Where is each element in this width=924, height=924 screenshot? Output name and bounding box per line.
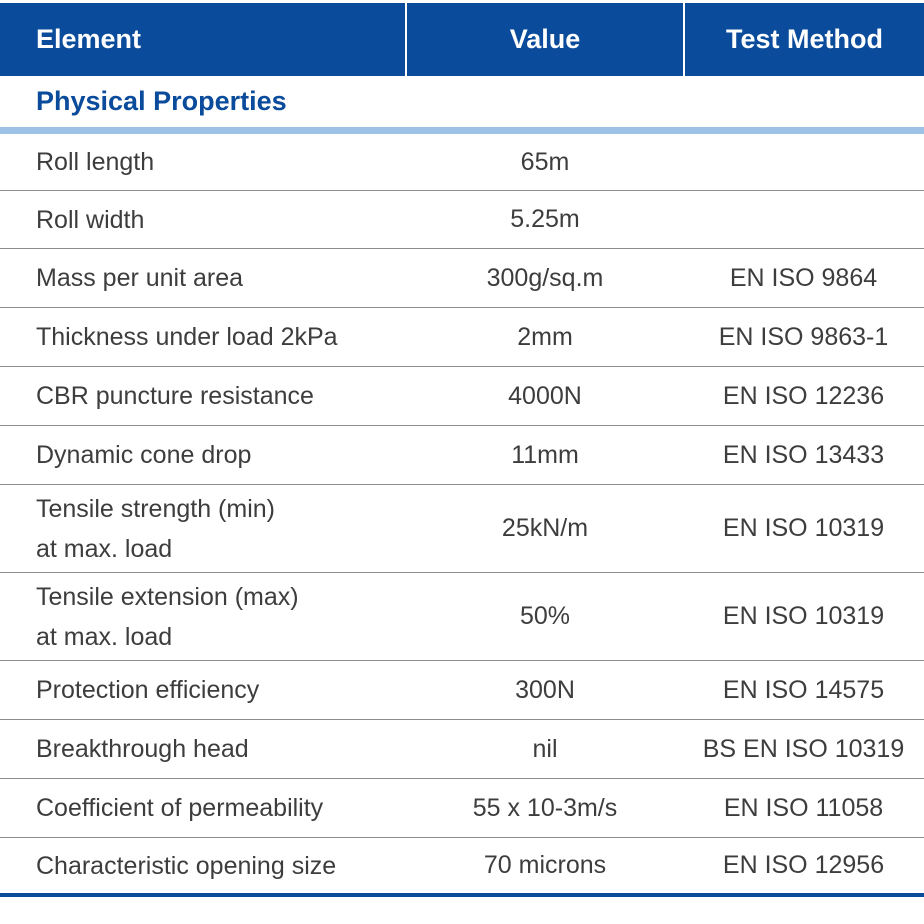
test-method-cell: BS EN ISO 10319 <box>702 734 905 763</box>
header-test-method: Test Method <box>726 24 883 54</box>
test-method-cell: EN ISO 12236 <box>722 381 885 410</box>
table-row: Breakthrough head nil BS EN ISO 10319 <box>0 720 924 779</box>
element-cell: Characteristic opening size <box>0 838 407 893</box>
value-cell: 70 microns <box>483 851 607 879</box>
value-cell: 65m <box>520 147 570 176</box>
table-row: Roll length 65m <box>0 134 924 191</box>
test-method-cell <box>683 134 924 190</box>
table-row: Characteristic opening size 70 microns EN … <box>0 838 924 897</box>
element-cell: Thickness under load 2kPa <box>0 308 407 366</box>
element-cell: Roll width <box>0 191 407 248</box>
test-method-cell: EN ISO 9863-1 <box>718 322 889 351</box>
test-method-cell: EN ISO 12956 <box>722 851 885 879</box>
element-cell: Dynamic cone drop <box>0 426 407 484</box>
element-cell: Roll length <box>0 134 407 190</box>
value-cell: 55 x 10-3m/s <box>472 793 618 822</box>
value-cell: 300g/sq.m <box>486 263 604 292</box>
test-method-cell: EN ISO 10319 <box>722 514 885 542</box>
value-cell: 50% <box>519 602 571 630</box>
element-label: Mass per unit area <box>36 264 244 292</box>
value-cell: 25kN/m <box>501 514 589 542</box>
value-cell: 300N <box>515 675 575 704</box>
header-value: Value <box>407 3 685 76</box>
element-label-line2: at max. load <box>36 534 173 563</box>
element-cell: CBR puncture resistance <box>0 367 407 425</box>
test-method-cell: EN ISO 9864 <box>729 263 878 292</box>
test-method-cell <box>683 191 924 248</box>
value-cell: 11mm <box>511 440 579 469</box>
table-row: Tensile extension (max) at max. load 50% EN… <box>0 573 924 661</box>
element-label: Breakthrough head <box>36 735 249 763</box>
element-cell: Protection efficiency <box>0 661 407 719</box>
element-cell: Coefficient of permeability <box>0 779 407 837</box>
element-cell: Tensile strength (min) at max. load <box>0 485 407 572</box>
element-label: Thickness under load 2kPa <box>36 323 338 351</box>
element-label: Protection efficiency <box>36 676 260 704</box>
value-cell: 2mm <box>517 322 573 351</box>
table-row: Protection efficiency 300N EN ISO 14575 <box>0 661 924 720</box>
element-label: Tensile strength (min) <box>36 494 275 523</box>
element-label: CBR puncture resistance <box>36 382 314 410</box>
table-row: Tensile strength (min) at max. load 25kN/m… <box>0 485 924 573</box>
table-row: Mass per unit area 300g/sq.m EN ISO 9864 <box>0 249 924 308</box>
table-row: Roll width 5.25m <box>0 191 924 249</box>
test-method-cell: EN ISO 11058 <box>723 793 884 822</box>
table-body: Roll length 65m Roll width 5.25m Mass per un… <box>0 134 924 897</box>
element-label-line2: at max. load <box>36 622 173 651</box>
value-cell: nil <box>532 734 558 763</box>
properties-table: Element Value Test Method Physical Prope… <box>0 3 924 897</box>
table-row: Dynamic cone drop 11mm EN ISO 13433 <box>0 426 924 485</box>
test-method-cell: EN ISO 14575 <box>722 675 885 704</box>
element-cell: Breakthrough head <box>0 720 407 778</box>
element-label: Dynamic cone drop <box>36 441 252 469</box>
section-title: Physical Properties <box>0 76 924 134</box>
element-label: Roll length <box>36 148 155 176</box>
test-method-cell: EN ISO 10319 <box>722 602 885 630</box>
element-label: Characteristic opening size <box>36 851 337 880</box>
table-row: Thickness under load 2kPa 2mm EN ISO 9863-… <box>0 308 924 367</box>
element-label: Tensile extension (max) <box>36 582 299 611</box>
table-header: Element Value Test Method <box>0 3 924 76</box>
element-cell: Mass per unit area <box>0 249 407 307</box>
table-row: CBR puncture resistance 4000N EN ISO 12236 <box>0 367 924 426</box>
value-cell: 4000N <box>508 381 582 410</box>
value-cell: 5.25m <box>510 205 580 233</box>
element-label: Roll width <box>36 205 145 234</box>
element-label: Coefficient of permeability <box>36 794 324 822</box>
element-cell: Tensile extension (max) at max. load <box>0 573 407 660</box>
table-row: Coefficient of permeability 55 x 10-3m/s E… <box>0 779 924 838</box>
test-method-cell: EN ISO 13433 <box>722 440 885 469</box>
header-element: Element <box>0 3 407 76</box>
